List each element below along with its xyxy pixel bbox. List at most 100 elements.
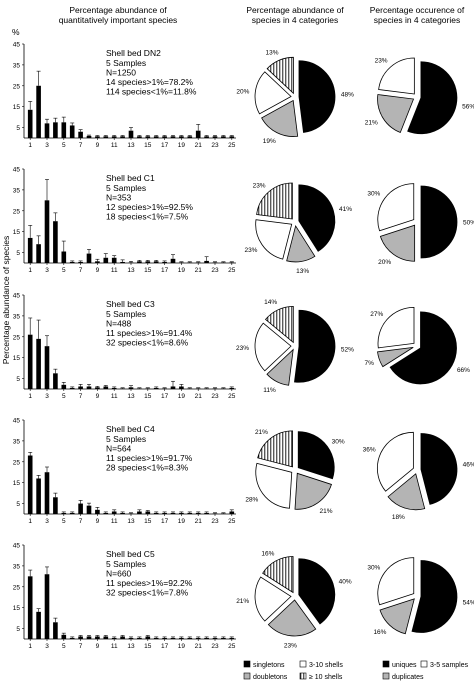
bar [120, 512, 125, 514]
bar [95, 509, 100, 514]
legend-singletons: singletons [243, 660, 285, 669]
pie-slice [379, 224, 416, 262]
pie-abundance-2: 41% 13% 23% 23% [244, 182, 352, 275]
bar [212, 262, 218, 263]
x-tick-label: 5 [62, 267, 66, 274]
y-tick-label: 25 [13, 208, 21, 215]
bar [128, 130, 134, 138]
bar [153, 637, 159, 639]
bar [145, 511, 151, 514]
bar [103, 386, 109, 389]
y-tick-label: 35 [13, 187, 21, 194]
bar [145, 636, 151, 639]
x-tick-label: 11 [111, 393, 118, 400]
bar [111, 387, 117, 389]
panel-info-line: 14 species>1%=78.2% [106, 77, 193, 87]
bar [179, 386, 184, 389]
bar [229, 387, 235, 389]
bar [78, 636, 83, 639]
panel-info-line: 11 species>1%=92.2% [106, 578, 193, 588]
bar [170, 258, 176, 263]
x-tick-label: 25 [228, 393, 236, 400]
bar [53, 497, 58, 514]
bar [111, 136, 117, 138]
x-tick-label: 3 [45, 142, 49, 149]
x-tick-label: 9 [96, 518, 100, 525]
bar [145, 261, 151, 263]
bar [27, 109, 33, 138]
y-tick-label: 15 [13, 605, 21, 612]
bar [44, 123, 50, 138]
legend-label: uniques [392, 662, 417, 669]
bar [27, 455, 33, 514]
pie-slice [262, 556, 294, 594]
x-tick-label: 7 [79, 142, 83, 149]
bar [195, 637, 201, 639]
pie-slice [387, 473, 426, 511]
bar [170, 386, 176, 389]
y-tick-label: 35 [13, 62, 21, 69]
y-tick-label: 45 [13, 418, 21, 425]
bar [170, 637, 176, 639]
bar [153, 512, 159, 514]
pie-slice-label: 50% [463, 220, 474, 227]
pie-slice-label: 46% [463, 461, 474, 468]
pie-slice [255, 219, 293, 260]
bar [95, 636, 100, 639]
x-tick-label: 25 [228, 142, 236, 149]
x-tick-label: 17 [161, 142, 169, 149]
y-tick-label: 45 [13, 42, 21, 49]
panel-title: Shell bed C4 [106, 424, 155, 434]
pie-occurrence-4: 46% 18% 36% [363, 431, 474, 521]
pie-slice-label: 30% [367, 191, 380, 198]
bar [27, 334, 33, 389]
y-tick-label: 5 [16, 626, 20, 633]
pie-slice-label: 20% [378, 259, 391, 266]
bar [137, 511, 142, 514]
bar [78, 503, 83, 514]
bar [162, 136, 167, 138]
legend-duplicates: duplicates [382, 672, 424, 681]
legend-swatch [382, 660, 390, 668]
bar [120, 388, 125, 389]
x-tick-label: 3 [45, 267, 49, 274]
x-tick-label: 23 [211, 142, 219, 149]
pie-slice-label: 7% [364, 360, 374, 367]
bar [95, 136, 100, 138]
pie-slice [378, 57, 415, 95]
panel-info-line: 18 species<1%=7.5% [106, 212, 189, 222]
x-tick-label: 19 [178, 643, 186, 650]
legend-label: singletons [253, 662, 285, 669]
y-tick-label: 15 [13, 104, 21, 111]
bar [95, 387, 100, 389]
x-tick-label: 25 [228, 518, 236, 525]
x-tick-label: 15 [144, 267, 152, 274]
bar [137, 388, 142, 389]
pie-slice-label: 21% [365, 119, 378, 126]
legend-label: doubletons [253, 674, 288, 681]
bar [179, 637, 184, 639]
bar [212, 136, 218, 138]
bar [44, 472, 50, 514]
pie-slice-label: 16% [373, 629, 386, 636]
legend-uniques: uniques [382, 660, 417, 669]
panel-info-line: 5 Samples [106, 434, 146, 444]
bar [221, 513, 226, 514]
pie-slice-label: 52% [341, 347, 354, 354]
bar [204, 512, 209, 514]
y-tick-label: 25 [13, 459, 21, 466]
bar [44, 574, 50, 639]
bar [86, 135, 92, 138]
bar [36, 611, 41, 639]
pie-slice [257, 430, 293, 468]
bar [145, 388, 151, 389]
x-tick-label: 3 [45, 518, 49, 525]
bar [162, 388, 167, 389]
y-axis-label: Percentage abundance of species [1, 236, 11, 365]
bar [95, 261, 100, 263]
bar [44, 200, 50, 263]
y-tick-label: 15 [13, 480, 21, 487]
bar [187, 262, 193, 263]
x-tick-label: 7 [79, 267, 83, 274]
pie-slice-label: 21% [236, 598, 249, 605]
